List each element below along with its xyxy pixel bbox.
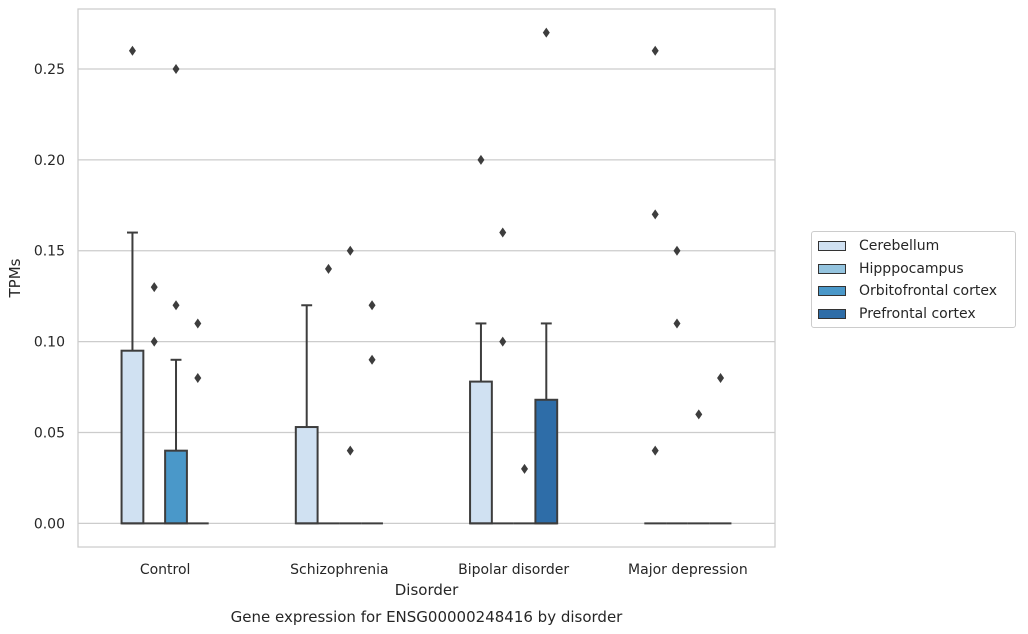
box-prefrontal-cortex <box>361 300 383 525</box>
box-hipppocampus <box>317 263 340 525</box>
outlier-point <box>172 63 180 74</box>
outlier-point <box>194 318 202 329</box>
outlier-point <box>346 445 354 456</box>
box-series <box>120 27 732 525</box>
outlier-point <box>651 209 659 220</box>
legend-item: Cerebellum <box>812 235 1015 258</box>
chart-title: Gene expression for ENSG00000248416 by d… <box>231 608 624 626</box>
box-orbitofrontal-cortex <box>339 245 362 525</box>
box-orbitofrontal-cortex <box>513 463 536 525</box>
outlier-point <box>477 154 485 165</box>
y-axis-ticks: 0.00 0.05 0.10 0.15 0.20 0.25 <box>34 62 65 532</box>
box-body <box>294 426 319 525</box>
y-tick-label: 0.05 <box>34 425 65 441</box>
outlier-point <box>651 45 659 56</box>
outlier-point <box>346 245 354 256</box>
x-axis-ticks: Control Schizophrenia Bipolar disorder Majo… <box>140 562 748 578</box>
box-orbitofrontal-cortex <box>164 63 188 525</box>
y-tick-label: 0.20 <box>34 153 65 169</box>
outlier-point <box>324 263 332 274</box>
box-body <box>120 349 145 525</box>
outlier-point <box>172 300 180 311</box>
outlier-point <box>651 445 659 456</box>
legend-label: Orbitofrontal cortex <box>859 283 997 300</box>
box-orbitofrontal-cortex <box>687 409 710 525</box>
box-hipppocampus <box>143 282 166 525</box>
y-tick-label: 0.00 <box>34 516 65 532</box>
box-prefrontal-cortex <box>709 372 732 525</box>
legend-item: Orbitofrontal cortex <box>812 280 1015 303</box>
box-hipppocampus <box>666 245 688 525</box>
y-tick-label: 0.15 <box>34 244 65 260</box>
outlier-point <box>368 300 376 311</box>
box-body <box>534 398 559 525</box>
box-cerebellum <box>120 45 145 525</box>
x-tick-label: Schizophrenia <box>290 562 388 578</box>
outlier-point <box>150 282 158 293</box>
box-cerebellum <box>644 45 667 525</box>
outlier-point <box>194 372 202 383</box>
x-axis-label: Disorder <box>395 581 459 599</box>
x-tick-label: Bipolar disorder <box>458 562 569 578</box>
outlier-point <box>717 372 725 383</box>
plot-area <box>77 8 776 548</box>
legend-item: Hipppocampus <box>812 258 1015 281</box>
outlier-point <box>499 227 507 238</box>
outlier-point <box>521 463 529 474</box>
outlier-point <box>368 354 376 365</box>
y-axis-label: TPMs <box>6 258 24 298</box>
legend-label: Cerebellum <box>859 238 940 255</box>
outlier-point <box>128 45 136 56</box>
box-body <box>164 449 188 525</box>
box-prefrontal-cortex <box>534 27 559 525</box>
legend-label: Hipppocampus <box>859 260 964 277</box>
outlier-point <box>695 409 703 420</box>
legend-label: Prefrontal cortex <box>859 305 976 322</box>
legend-item: Prefrontal cortex <box>812 303 1015 326</box>
box-hipppocampus <box>491 227 514 525</box>
legend: Cerebellum Hipppocampus Orbitofrontal cort… <box>811 231 1016 328</box>
x-tick-label: Control <box>140 562 191 578</box>
y-tick-label: 0.25 <box>34 62 65 78</box>
legend-swatch <box>818 308 846 319</box>
y-tick-label: 0.10 <box>34 335 65 351</box>
outlier-point <box>499 336 507 347</box>
box-cerebellum <box>294 304 319 525</box>
outlier-point <box>673 318 681 329</box>
outlier-point <box>542 27 550 38</box>
legend-swatch <box>818 241 846 252</box>
outlier-point <box>673 245 681 256</box>
outlier-point <box>150 336 158 347</box>
legend-swatch <box>818 263 846 274</box>
legend-swatch <box>818 286 846 297</box>
box-body <box>469 380 493 525</box>
box-cerebellum <box>469 154 493 525</box>
box-prefrontal-cortex <box>186 318 209 525</box>
x-tick-label: Major depression <box>628 562 748 578</box>
